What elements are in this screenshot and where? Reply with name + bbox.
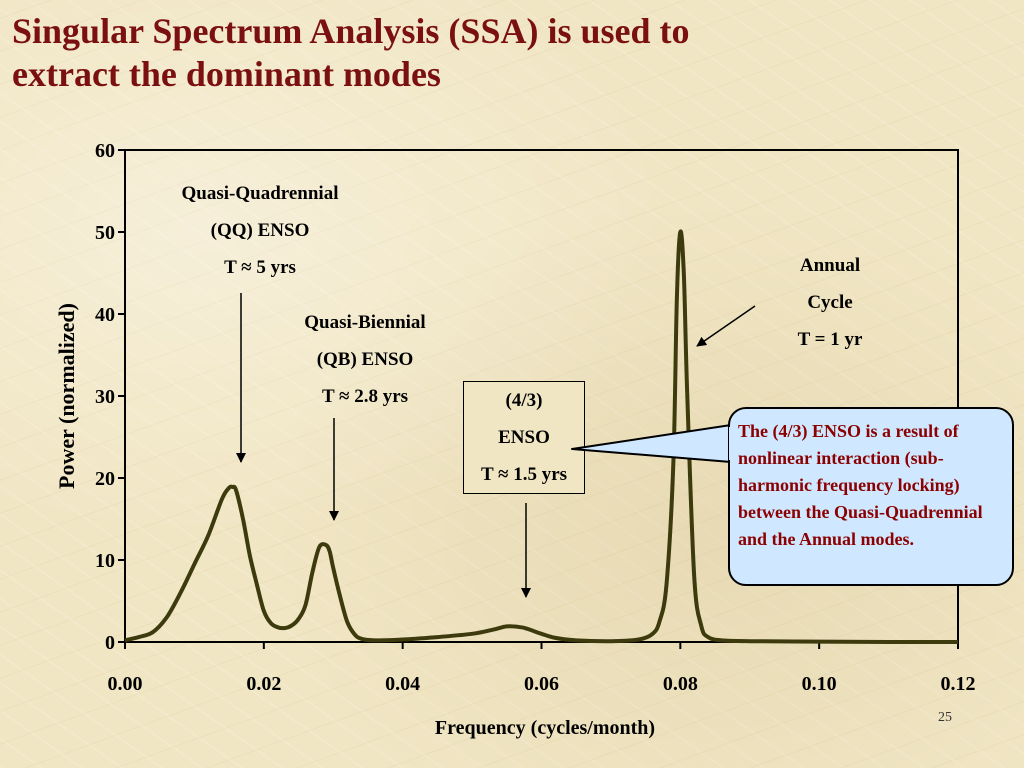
x-tick-label: 0.00: [108, 673, 143, 695]
x-tick-label: 0.02: [246, 673, 281, 695]
slide-title-line-2: extract the dominant modes: [12, 54, 441, 95]
annotation-annual-cycle: Annual Cycle T = 1 yr: [770, 247, 890, 358]
x-tick-label: 0.06: [524, 673, 559, 695]
annotation-43-line-2: ENSO: [498, 427, 550, 448]
y-tick-label: 20: [95, 468, 115, 490]
y-tick-label: 50: [95, 222, 115, 244]
x-tick-label: 0.08: [663, 673, 698, 695]
y-tick-label: 60: [95, 140, 115, 162]
annotation-qb-line-2: (QB) ENSO: [316, 349, 414, 370]
spectrum-line: [124, 229, 958, 645]
x-tick-label: 0.10: [802, 673, 837, 695]
annual-arrow: [696, 305, 756, 347]
annotation-qb-line-3: T ≈ 2.8 yrs: [321, 386, 409, 407]
x-tick-label: 0.04: [385, 673, 420, 695]
slide-title: Singular Spectrum Analysis (SSA) is used…: [12, 10, 912, 96]
y-tick-label: 40: [95, 304, 115, 326]
x-axis-label: Frequency (cycles/month): [435, 717, 655, 739]
annotation-annual-line-1: Annual: [799, 255, 861, 276]
y-axis-label: Power (normalized): [54, 303, 79, 489]
annotation-qq-line-1: Quasi-Quadrennial: [181, 183, 339, 204]
slide-title-line-1: Singular Spectrum Analysis (SSA) is used…: [12, 11, 690, 51]
y-tick-label: 10: [95, 550, 115, 572]
y-tick-label: 30: [95, 386, 115, 408]
annotation-43-line-1: (4/3): [505, 390, 543, 411]
annotation-4-3-enso: (4/3) ENSO T ≈ 1.5 yrs: [463, 381, 585, 494]
annotation-quasi-biennial: Quasi-Biennial (QB) ENSO T ≈ 2.8 yrs: [270, 304, 460, 415]
annotation-annual-line-2: Cycle: [807, 292, 853, 313]
annotation-quasi-quadrennial: Quasi-Quadrennial (QQ) ENSO T ≈ 5 yrs: [150, 175, 370, 286]
explanation-callout: The (4/3) ENSO is a result of nonlinear …: [728, 407, 1014, 586]
y-tick-label: 0: [105, 632, 115, 654]
annotation-qb-line-1: Quasi-Biennial: [304, 312, 426, 333]
annotation-qq-line-3: T ≈ 5 yrs: [224, 257, 296, 278]
annotation-43-line-3: T ≈ 1.5 yrs: [480, 464, 568, 485]
annotation-qq-line-2: (QQ) ENSO: [210, 220, 310, 241]
slide-number: 25: [938, 710, 952, 725]
annotation-annual-line-3: T = 1 yr: [797, 329, 863, 350]
x-tick-label: 0.12: [941, 673, 976, 695]
